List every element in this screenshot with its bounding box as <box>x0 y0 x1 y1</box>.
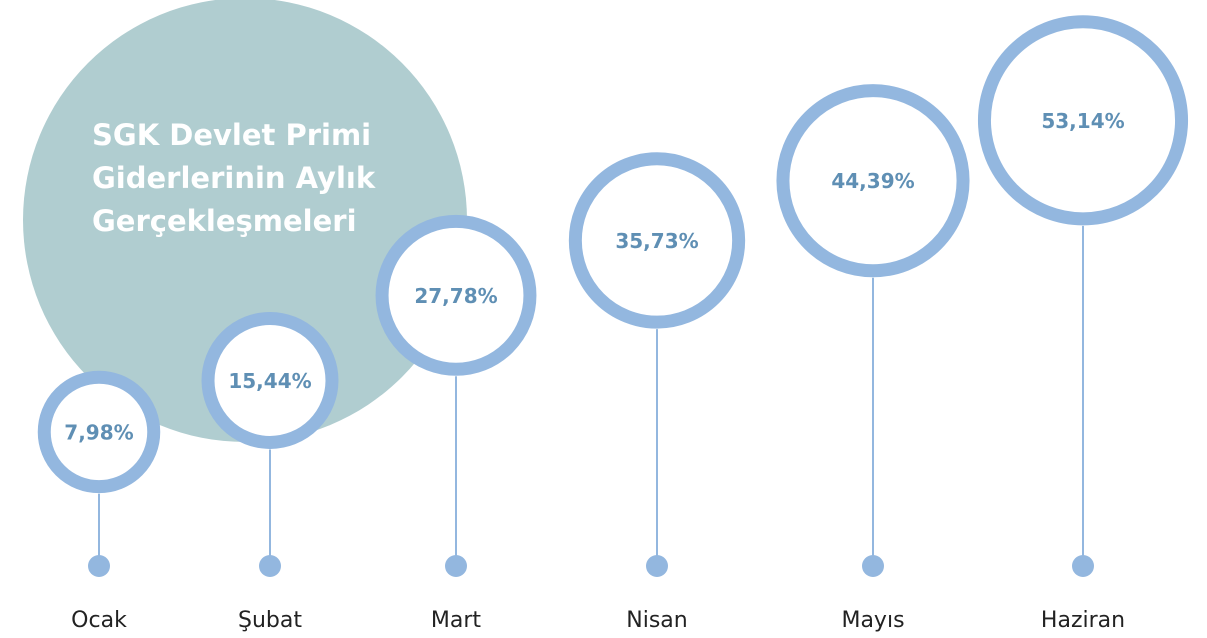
dot <box>862 555 884 577</box>
category-label: Ocak <box>71 608 127 633</box>
value-label: 35,73% <box>615 229 698 253</box>
dot <box>259 555 281 577</box>
title-backdrop <box>23 0 467 442</box>
category-label: Şubat <box>238 608 302 633</box>
chart-title: SGK Devlet Primi Giderlerinin Aylık Gerç… <box>92 118 376 238</box>
bubble <box>977 15 1189 226</box>
bubble <box>201 311 339 449</box>
bubble <box>776 84 970 278</box>
dot <box>646 555 668 577</box>
value-label: 44,39% <box>831 169 914 193</box>
dot <box>1072 555 1094 577</box>
category-label: Haziran <box>1041 608 1125 633</box>
value-label: 7,98% <box>64 420 133 444</box>
dot <box>88 555 110 577</box>
value-label: 53,14% <box>1041 109 1124 133</box>
category-label: Mayıs <box>841 608 904 633</box>
value-label: 27,78% <box>414 284 497 308</box>
bubble <box>375 214 537 376</box>
dot <box>445 555 467 577</box>
category-label: Mart <box>431 608 482 633</box>
bubble <box>568 152 746 329</box>
bubble <box>37 370 161 494</box>
value-label: 15,44% <box>228 369 311 393</box>
category-label: Nisan <box>626 608 687 633</box>
